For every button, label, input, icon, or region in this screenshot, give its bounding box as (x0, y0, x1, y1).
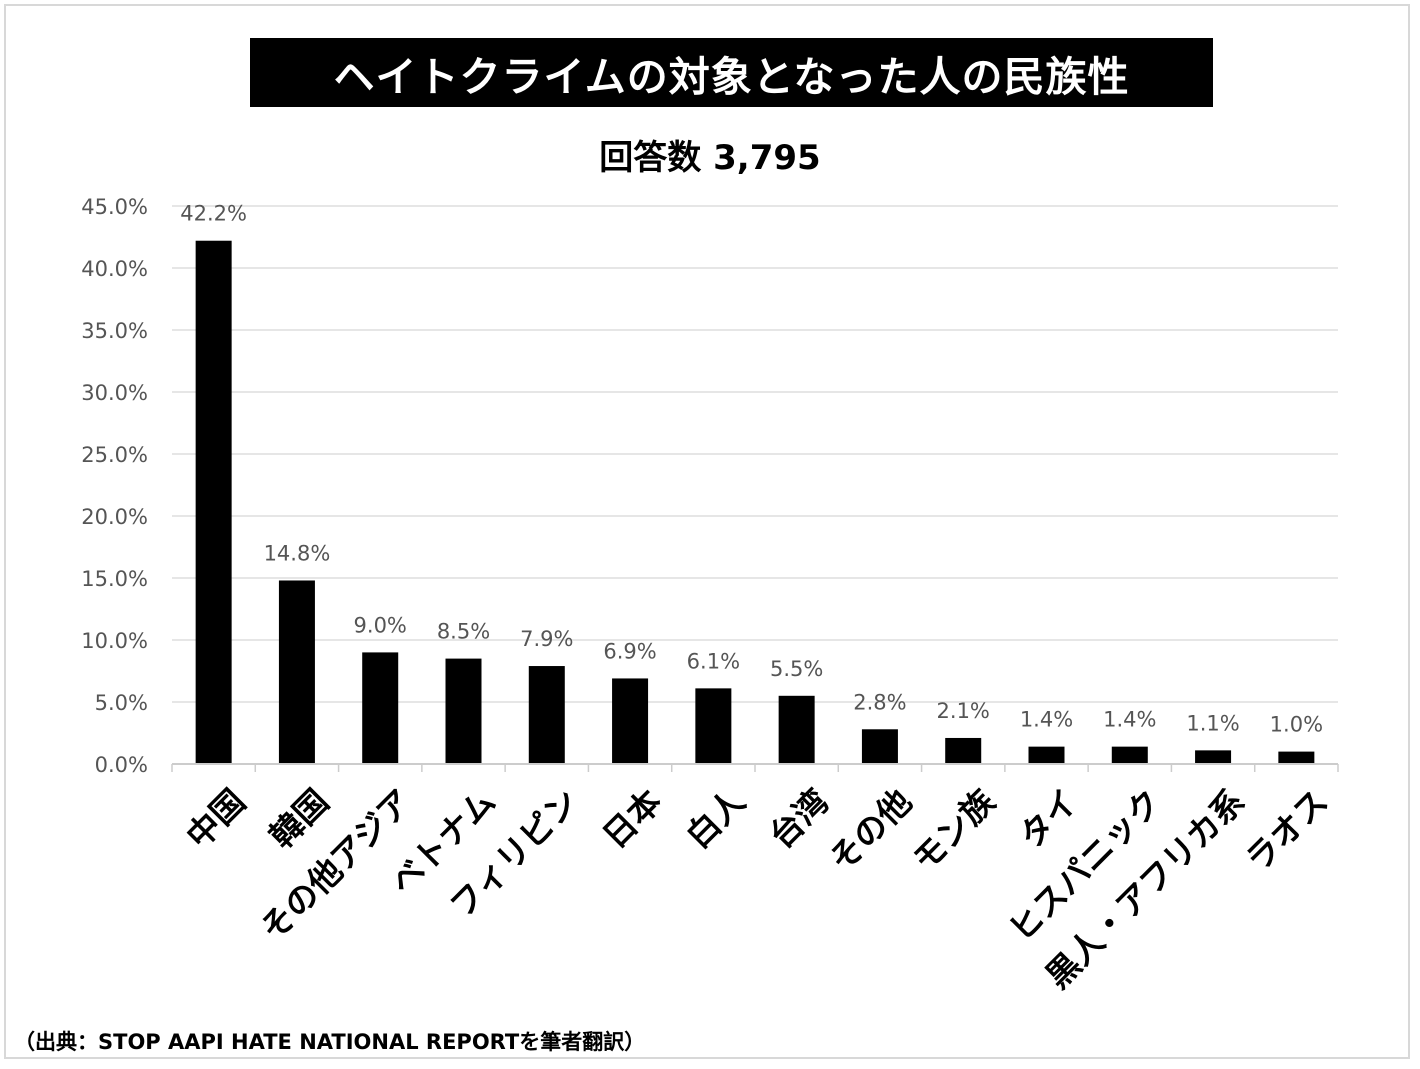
bar-13 (1195, 750, 1232, 764)
bars (195, 240, 1315, 765)
category-label: 白人 (678, 782, 752, 856)
y-tick-label: 40.0% (81, 257, 148, 281)
bar-5 (528, 666, 565, 764)
y-tick-label: 25.0% (81, 443, 148, 467)
data-label: 1.1% (1186, 711, 1239, 735)
bar-8 (778, 695, 815, 764)
category-label: 中国 (179, 782, 253, 856)
category-label: 台湾 (762, 782, 836, 856)
data-label: 2.1% (937, 699, 990, 723)
y-tick-label: 20.0% (81, 505, 148, 529)
bar-9 (861, 729, 898, 764)
category-label: モン族 (905, 782, 1003, 880)
y-tick-label: 0.0% (95, 753, 148, 777)
bar-1 (195, 240, 232, 765)
category-label: ラオス (1238, 782, 1336, 880)
x-axis (171, 763, 1339, 772)
category-label: 日本 (595, 782, 669, 856)
data-label: 1.0% (1270, 713, 1323, 737)
data-label: 5.5% (770, 657, 823, 681)
bar-2 (278, 580, 315, 764)
chart-subtitle: 回答数 3,795 (599, 138, 821, 178)
data-label: 42.2% (180, 202, 247, 226)
y-tick-label: 35.0% (81, 319, 148, 343)
data-label: 1.4% (1103, 708, 1156, 732)
chart-title: ヘイトクライムの対象となった人の民族性 (250, 38, 1213, 107)
y-tick-label: 5.0% (95, 691, 148, 715)
y-tick-label: 45.0% (81, 195, 148, 219)
bar-14 (1278, 751, 1315, 764)
y-tick-label: 15.0% (81, 567, 148, 591)
y-tick-label: 30.0% (81, 381, 148, 405)
y-axis-ticks: 0.0% 5.0% 10.0% 15.0% 20.0% 25.0% 30.0% 35.0% 40… (81, 195, 148, 777)
category-label: 韓国 (262, 782, 336, 856)
data-label: 1.4% (1020, 708, 1073, 732)
data-label: 7.9% (520, 627, 573, 651)
data-labels: 42.2% 14.8% 9.0% 8.5% 7.9% 6.9% 6.1% 5.5% 2.8% 2.… (180, 202, 1323, 737)
category-label: タイ (1011, 782, 1085, 856)
data-label: 14.8% (264, 541, 331, 565)
chart-frame (4, 4, 1410, 1059)
bar-10 (945, 737, 982, 764)
y-tick-label: 10.0% (81, 629, 148, 653)
data-label: 8.5% (437, 620, 490, 644)
category-label: その他 (822, 782, 920, 880)
data-label: 9.0% (354, 613, 407, 637)
bar-6 (612, 678, 649, 764)
bar-3 (362, 652, 399, 764)
data-label: 6.9% (603, 639, 656, 663)
bar-11 (1028, 746, 1065, 764)
data-label: 6.1% (687, 649, 740, 673)
source-note: （出典：STOP AAPI HATE NATIONAL REPORTを筆者翻訳） (14, 1030, 646, 1054)
gridlines (172, 205, 1338, 703)
bar-7 (695, 688, 732, 764)
bar-4 (445, 658, 482, 764)
data-label: 2.8% (853, 690, 906, 714)
bar-12 (1111, 746, 1148, 764)
